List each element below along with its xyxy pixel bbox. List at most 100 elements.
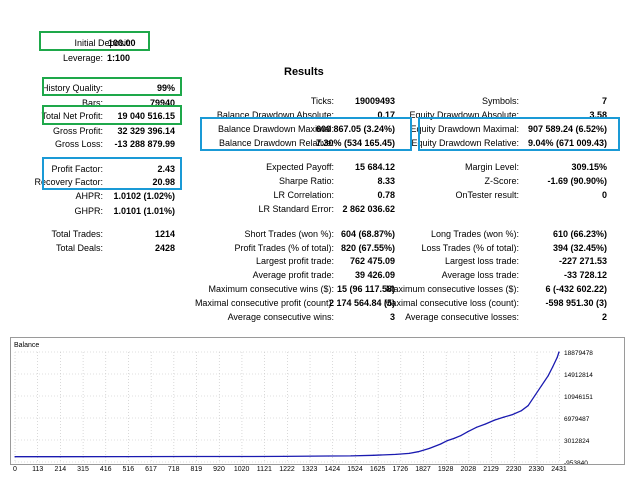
balance-point: [511, 413, 513, 416]
x-tick-label: 718: [167, 466, 180, 473]
balance-point: [475, 426, 478, 428]
highlight-box-net-profit: [42, 105, 182, 125]
total-deals-label: Total Deals:: [55, 243, 103, 253]
gross-profit-label: Gross Profit:: [52, 126, 103, 136]
x-tick-label: 1524: [347, 466, 363, 473]
total-trades-label: Total Trades:: [51, 229, 103, 239]
balance-point: [540, 385, 543, 387]
loss-trades-value: 394 (32.45%): [552, 243, 607, 253]
y-tick-label: 6979487: [564, 416, 590, 423]
ahpr-label: AHPR:: [75, 191, 103, 201]
ticks-value: 19009493: [354, 96, 395, 106]
history-quality-label: History Quality:: [41, 83, 103, 93]
x-tick-label: 113: [32, 466, 44, 473]
balance-point: [328, 455, 330, 457]
average-consecutive-wins-value: 3: [389, 312, 395, 322]
highlight-box-equity-drawdown: [418, 117, 620, 151]
average-loss-trade-label: Average loss trade:: [441, 270, 519, 280]
recovery-factor-label: Recovery Factor:: [34, 177, 103, 187]
x-tick-label: 1424: [324, 466, 341, 473]
equity-dd-maximal-label: Equity Drawdown Maximal:: [410, 124, 519, 134]
x-tick-label: 1323: [301, 466, 318, 473]
leverage-label: Leverage:: [62, 53, 103, 63]
highlight-box-balance-drawdown: [200, 117, 412, 151]
maximal-consecutive-profit-value: 2 174 564.84 (5): [328, 298, 395, 308]
balance-dd-maximal-value: 600 867.05 (3.24%): [315, 124, 395, 134]
balance-point: [440, 443, 442, 445]
x-tick-label: 1121: [256, 466, 272, 473]
ghpr-value: 1.0101 (1.01%): [113, 206, 175, 216]
ahpr-value: 1.0102 (1.02%): [113, 191, 175, 201]
chart-title: Balance: [14, 342, 39, 349]
expected-payoff-value: 15 684.12: [354, 162, 395, 172]
x-tick-label: 416: [99, 466, 112, 473]
equity-dd-absolute-value: 3.58: [589, 110, 607, 120]
balance-point: [395, 453, 397, 455]
balance-dd-relative-value: 7.30% (534 165.45): [315, 138, 395, 148]
profit-trades-value: 820 (67.55%): [340, 243, 395, 253]
balance-point: [527, 405, 529, 407]
balance-point: [372, 454, 375, 456]
balance-point: [453, 437, 455, 440]
equity-dd-absolute-label: Equity Drawdown Absolute:: [409, 110, 519, 120]
gross-loss-label: Gross Loss:: [54, 139, 103, 149]
balance-chart-svg: Balance 18879478 14912814 10946151 6979487 30…: [14, 342, 593, 464]
max-consecutive-losses-label: Maximum consecutive losses ($):: [385, 284, 519, 294]
x-tick-label: 2330: [528, 466, 545, 473]
lr-standard-error-label: LR Standard Error:: [258, 204, 334, 214]
largest-loss-trade-label: Largest loss trade:: [444, 256, 519, 266]
profit-factor-label: Profit Factor:: [51, 164, 103, 174]
gross-loss-value: -13 288 879.99: [114, 139, 175, 149]
leverage-value: 1:100: [107, 53, 131, 63]
results-title: Results: [284, 66, 324, 78]
x-tick-label: 2431: [551, 466, 567, 473]
profit-trades-label: Profit Trades (% of total):: [234, 243, 334, 253]
recovery-factor-value: 20.98: [152, 177, 175, 187]
max-consecutive-wins-label: Maximum consecutive wins ($):: [208, 284, 334, 294]
bars-label: Bars:: [81, 98, 103, 108]
balance-point: [408, 452, 410, 454]
profit-factor-value: 2.43: [157, 164, 175, 174]
total-trades-value: 1214: [154, 229, 175, 239]
long-trades-label: Long Trades (won %):: [430, 229, 519, 239]
equity-dd-relative-label: Equity Drawdown Relative:: [411, 138, 519, 148]
sharpe-ratio-value: 8.33: [377, 176, 395, 186]
highlight-box-history-quality: [42, 77, 182, 96]
balance-chart: Balance 18879478 14912814 10946151 6979487 30…: [10, 337, 625, 465]
initial-deposit-label: Initial Deposit:: [74, 38, 131, 48]
average-consecutive-losses-value: 2: [601, 312, 607, 322]
balance-point: [126, 456, 128, 458]
balance-point: [428, 447, 431, 449]
balance-point: [59, 456, 61, 458]
balance-point: [556, 356, 558, 359]
balance-point: [460, 435, 462, 437]
total-deals-value: 2428: [154, 243, 175, 253]
y-tick-label: 10946151: [564, 394, 593, 401]
balance-point: [417, 451, 419, 453]
balance-point: [552, 366, 554, 368]
x-tick-label: 1020: [233, 466, 250, 473]
average-loss-trade-value: -33 728.12: [563, 270, 607, 280]
x-tick-label: 315: [77, 466, 89, 473]
ontester-result-label: OnTester result:: [455, 190, 519, 200]
x-tick-label: 2129: [483, 466, 499, 473]
x-tick-label: 1625: [369, 466, 386, 473]
expected-payoff-label: Expected Payoff:: [266, 162, 334, 172]
maximal-consecutive-loss-label: Maximal consecutive loss (count):: [383, 298, 519, 308]
balance-point: [14, 456, 16, 458]
bars-value: 79940: [149, 98, 175, 108]
balance-point: [193, 455, 195, 458]
balance-series-line: [15, 351, 560, 458]
average-consecutive-losses-label: Average consecutive losses:: [405, 312, 519, 322]
y-tick-label: -953840: [564, 460, 588, 464]
lr-correlation-value: 0.78: [377, 190, 395, 200]
x-tick-label: 819: [190, 466, 203, 473]
balance-point: [350, 455, 352, 457]
x-tick-label: 1827: [415, 466, 431, 473]
x-tick-label: 1726: [392, 466, 409, 473]
x-tick-label: 0: [13, 466, 17, 473]
largest-profit-trade-label: Largest profit trade:: [255, 256, 334, 266]
long-trades-value: 610 (66.23%): [552, 229, 607, 239]
ghpr-label: GHPR:: [74, 206, 103, 216]
x-tick-label: 617: [145, 466, 157, 473]
